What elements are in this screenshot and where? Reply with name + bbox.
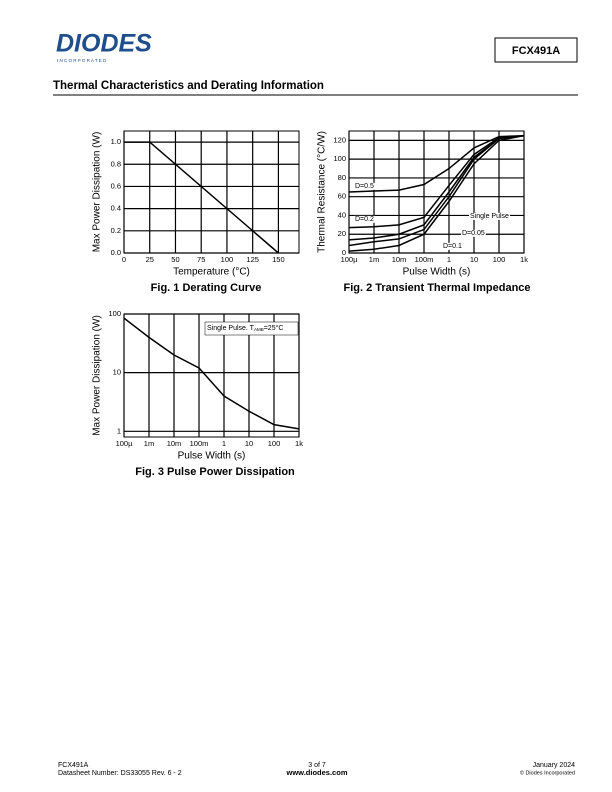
y-tick-label: 0.4 <box>111 204 121 213</box>
series-label: D=0.2 <box>355 216 374 223</box>
data-line <box>348 134 525 252</box>
x-tick-label: 100 <box>221 255 234 264</box>
figure-caption: Fig. 2 Transient Thermal Impedance <box>343 282 530 294</box>
x-tick-label: 125 <box>246 255 259 264</box>
x-tick-label: 50 <box>171 255 179 264</box>
x-tick-label: 10 <box>245 439 253 448</box>
x-tick-label: 1m <box>369 255 379 264</box>
x-tick-label: 10 <box>470 255 478 264</box>
series-label: D=0.1 <box>443 243 462 250</box>
y-tick-label: 10 <box>113 368 121 377</box>
x-tick-label: 1k <box>295 439 303 448</box>
x-tick-label: 100µ <box>341 255 359 264</box>
x-tick-label: 1 <box>222 439 226 448</box>
x-tick-label: 150 <box>272 255 285 264</box>
y-tick-label: 0.6 <box>111 181 121 190</box>
footer-url: www.diodes.com <box>286 768 348 777</box>
y-tick-label: 0 <box>342 248 346 257</box>
series-label-bg <box>461 229 486 237</box>
x-tick-label: 10m <box>167 439 182 448</box>
y-axis-label: Thermal Resistance (°C/W) <box>317 131 328 253</box>
annotation-text: Single Pulse. T <box>207 325 255 332</box>
x-tick-label: 1m <box>144 439 154 448</box>
figure-caption: Fig. 3 Pulse Power Dissipation <box>135 466 295 478</box>
data-line <box>348 134 525 241</box>
series-label: Single Pulse <box>470 213 509 220</box>
data-line <box>123 317 300 430</box>
y-axis-label: Max Power Dissipation (W) <box>92 315 103 436</box>
data-line <box>124 141 279 254</box>
part-box <box>494 37 578 63</box>
footer-datasheet: Datasheet Number: DS33055 Rev. 6 - 2 <box>58 770 182 777</box>
y-tick-label: 1 <box>117 426 121 435</box>
footer-date: January 2024 <box>533 762 576 769</box>
x-tick-label: 25 <box>146 255 154 264</box>
part-number: FCX491A <box>512 45 560 57</box>
y-tick-label: 80 <box>338 173 346 182</box>
annotation-bg <box>204 321 299 336</box>
y-tick-label: 40 <box>338 210 346 219</box>
footer-part: FCX491A <box>58 762 89 769</box>
x-tick-label: 1k <box>520 255 528 264</box>
x-tick-label: 0 <box>122 255 126 264</box>
annotation-rest: =25°C <box>264 324 284 332</box>
x-axis-label: Pulse Width (s) <box>178 451 246 462</box>
x-tick-label: 100 <box>268 439 281 448</box>
y-tick-label: 100 <box>333 154 346 163</box>
figure-caption: Fig. 1 Derating Curve <box>151 282 262 294</box>
x-tick-label: 100m <box>190 439 209 448</box>
series-label-bg <box>354 215 375 223</box>
series-label-bg <box>354 182 375 190</box>
y-tick-label: 60 <box>338 192 346 201</box>
footer-page: 3 of 7 <box>308 762 326 769</box>
series-label-bg <box>469 212 511 220</box>
data-line <box>348 134 525 193</box>
y-tick-label: 0.0 <box>111 248 121 257</box>
y-tick-label: 0.2 <box>111 226 121 235</box>
footer-copyright: © Diodes Incorporated <box>520 769 575 776</box>
x-tick-label: 10m <box>392 255 407 264</box>
x-tick-label: 75 <box>197 255 205 264</box>
logo: DIODES <box>56 30 152 58</box>
series-label-bg <box>442 242 463 250</box>
y-tick-label: 1.0 <box>111 137 121 146</box>
x-tick-label: 100m <box>415 255 434 264</box>
y-tick-label: 100 <box>108 309 121 318</box>
x-axis-label: Temperature (°C) <box>173 267 250 278</box>
y-tick-label: 0.8 <box>111 159 121 168</box>
x-tick-label: 1 <box>447 255 451 264</box>
section-title: Thermal Characteristics and Derating Inf… <box>53 80 324 92</box>
logo-sub: I N C O R P O R A T E D <box>57 58 107 63</box>
y-tick-label: 120 <box>333 135 346 144</box>
annotation-sub: AMB <box>254 327 264 332</box>
x-axis-label: Pulse Width (s) <box>403 267 471 278</box>
series-label: D=0.05 <box>462 230 485 237</box>
y-tick-label: 20 <box>338 229 346 238</box>
data-line <box>348 134 525 229</box>
series-label: D=0.5 <box>355 183 374 190</box>
y-axis-label: Max Power Dissipation (W) <box>92 132 103 253</box>
x-tick-label: 100 <box>493 255 506 264</box>
annotation: Single Pulse. TAMB=25°C <box>207 324 283 332</box>
x-tick-label: 100µ <box>116 439 134 448</box>
